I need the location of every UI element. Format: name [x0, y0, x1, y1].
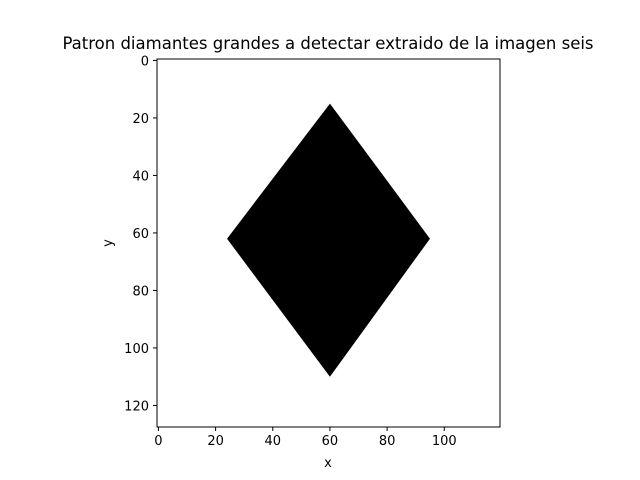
y-axis-ticks: 0 20 40 60 80 100 120	[124, 54, 157, 414]
diamond-shape	[227, 103, 430, 377]
x-tick-label: 0	[154, 434, 162, 449]
x-axis-label: x	[324, 456, 332, 471]
x-tick-label: 60	[322, 434, 339, 449]
chart-title: Patron diamantes grandes a detectar extr…	[62, 34, 593, 53]
y-tick-label: 80	[132, 284, 149, 299]
y-tick-label: 120	[124, 399, 149, 414]
y-axis-label: y	[101, 239, 116, 247]
y-tick-label: 0	[141, 54, 149, 69]
y-tick-label: 20	[132, 112, 149, 127]
y-tick-label: 40	[132, 169, 149, 184]
x-tick-label: 100	[432, 434, 457, 449]
y-tick-label: 100	[124, 342, 149, 357]
y-tick-label: 60	[132, 227, 149, 242]
x-tick-label: 20	[207, 434, 224, 449]
x-tick-label: 40	[264, 434, 281, 449]
axes-frame	[156, 58, 501, 428]
x-axis-ticks: 0 20 40 60 80 100	[154, 427, 457, 449]
x-tick-label: 80	[379, 434, 396, 449]
